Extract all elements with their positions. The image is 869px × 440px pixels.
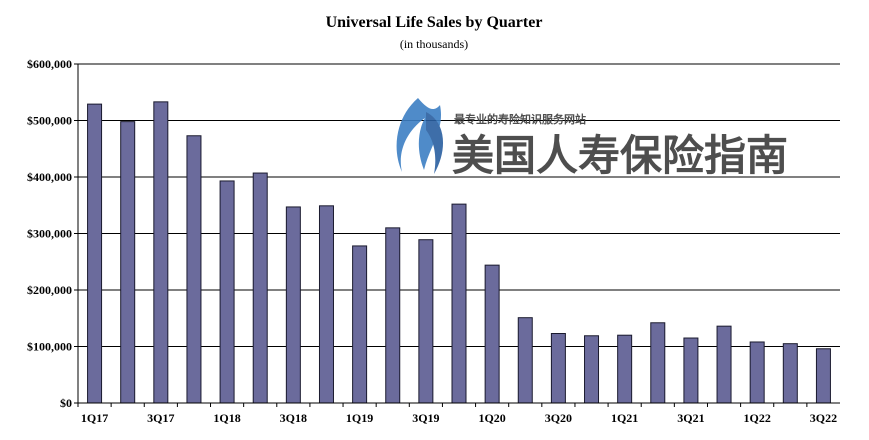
x-tick-label: 1Q20 — [478, 411, 505, 425]
bar-2Q18 — [252, 172, 268, 404]
bar-2Q17 — [120, 121, 136, 404]
y-tick-label: $100,000 — [27, 340, 72, 354]
bar-2Q21 — [650, 322, 666, 404]
bar-1Q20 — [484, 264, 500, 404]
watermark-tagline: 最专业的寿险知识服务网站 — [454, 112, 586, 126]
chart-subtitle: (in thousands) — [400, 37, 468, 51]
bar-3Q21 — [683, 337, 699, 404]
flame-logo-icon — [396, 98, 444, 174]
bar-1Q19 — [352, 245, 368, 404]
x-tick-label: 1Q21 — [611, 411, 638, 425]
bar-3Q22 — [815, 348, 831, 404]
bar-series — [87, 101, 831, 404]
x-tick-label: 3Q18 — [280, 411, 307, 425]
bar-3Q19 — [418, 239, 434, 404]
bar-2Q20 — [517, 317, 533, 404]
bar-3Q20 — [550, 333, 566, 404]
x-axis-ticks: 1Q17 3Q17 1Q18 3Q18 1Q19 3Q19 1Q20 3Q20 1Q21 3Q21… — [77, 403, 837, 425]
x-tick-label: 3Q19 — [412, 411, 439, 425]
y-tick-label: $200,000 — [27, 283, 72, 297]
bar-1Q21 — [617, 334, 633, 404]
x-tick-label: 1Q18 — [213, 411, 240, 425]
watermark: 最专业的寿险知识服务网站 美国人寿保险指南 — [396, 98, 788, 180]
bar-3Q18 — [285, 206, 301, 404]
x-tick-label: 3Q22 — [810, 411, 837, 425]
y-tick-label: $400,000 — [27, 170, 72, 184]
bar-1Q22 — [749, 341, 765, 404]
bar-2Q19 — [385, 227, 401, 404]
y-tick-label: $600,000 — [27, 57, 72, 71]
x-tick-label: 1Q17 — [81, 411, 108, 425]
bar-2Q22 — [782, 343, 798, 404]
axes — [77, 64, 840, 404]
bar-4Q17 — [186, 135, 202, 404]
chart-title: Universal Life Sales by Quarter — [326, 14, 543, 31]
x-tick-label: 1Q22 — [744, 411, 771, 425]
bar-3Q17 — [153, 101, 169, 404]
bar-4Q19 — [451, 203, 467, 404]
y-tick-label: $0 — [60, 396, 72, 410]
watermark-name: 美国人寿保险指南 — [452, 131, 788, 180]
bar-1Q17 — [87, 103, 103, 404]
bar-1Q18 — [219, 180, 235, 404]
y-tick-label: $500,000 — [27, 114, 72, 128]
bar-4Q18 — [318, 205, 334, 404]
y-tick-label: $300,000 — [27, 227, 72, 241]
x-tick-label: 3Q17 — [147, 411, 174, 425]
bar-4Q21 — [716, 325, 732, 404]
x-tick-label: 3Q21 — [677, 411, 704, 425]
x-tick-label: 1Q19 — [346, 411, 373, 425]
y-axis-ticks: $0 $100,000 $200,000 $300,000 $400,000 $500,0… — [27, 57, 78, 410]
bar-4Q20 — [584, 335, 600, 404]
x-tick-label: 3Q20 — [545, 411, 572, 425]
